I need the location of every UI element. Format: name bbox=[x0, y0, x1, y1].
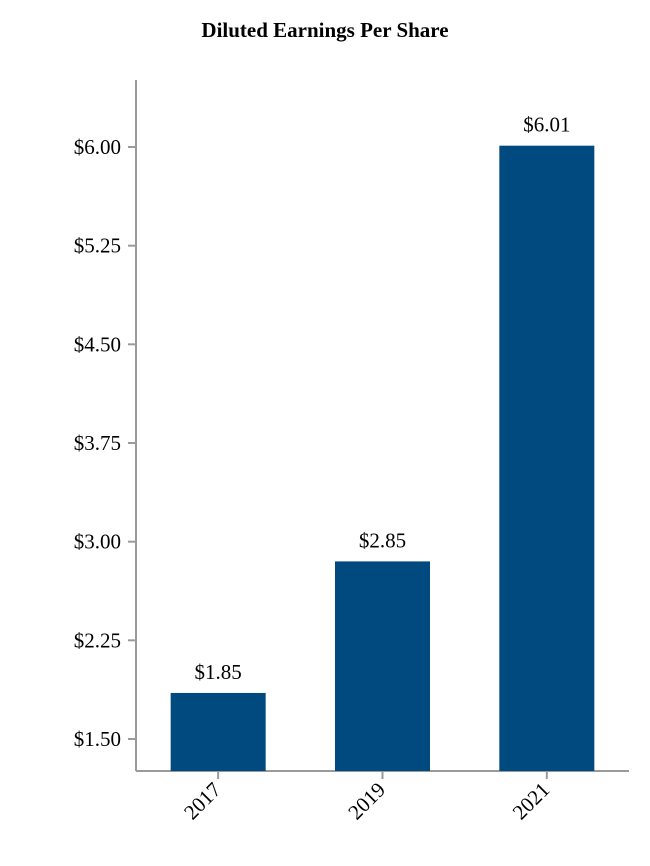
data-label: $2.85 bbox=[359, 528, 406, 552]
y-tick-label: $6.00 bbox=[74, 135, 121, 159]
data-label: $1.85 bbox=[195, 660, 242, 684]
y-tick-label: $3.75 bbox=[74, 431, 121, 455]
chart-title: Diluted Earnings Per Share bbox=[201, 18, 449, 42]
bar bbox=[170, 692, 266, 771]
x-tick-label: 2019 bbox=[343, 778, 390, 825]
y-tick-label: $1.50 bbox=[74, 727, 121, 751]
y-tick-label: $5.25 bbox=[74, 234, 121, 258]
x-tick-label: 2021 bbox=[508, 778, 555, 825]
data-label: $6.01 bbox=[523, 113, 570, 137]
y-tick-label: $2.25 bbox=[74, 628, 121, 652]
x-tick-label: 2017 bbox=[179, 778, 226, 825]
y-tick-label: $4.50 bbox=[74, 332, 121, 356]
bar bbox=[335, 561, 430, 771]
bar bbox=[499, 145, 595, 771]
y-tick-label: $3.00 bbox=[74, 530, 121, 554]
